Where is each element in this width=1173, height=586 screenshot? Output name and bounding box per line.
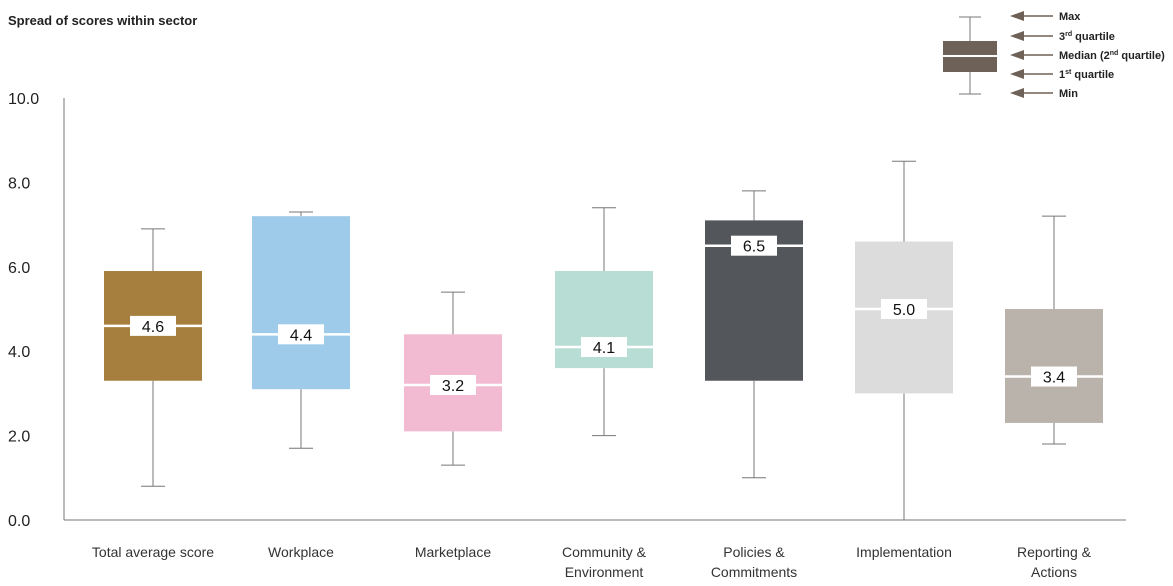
iqr-box <box>252 216 350 390</box>
category-label: Workplace <box>268 544 334 560</box>
box-group: 4.4 <box>252 211 350 449</box>
median-label-bg <box>881 299 927 319</box>
category-label: Implementation <box>856 544 952 560</box>
category-label: Total average score <box>92 544 214 560</box>
median-label: 3.4 <box>1043 370 1065 387</box>
median-label-bg <box>731 235 777 256</box>
legend-text: Max <box>1059 11 1081 23</box>
median-label-bg <box>1031 366 1077 387</box>
box-group: 5.0 <box>855 160 953 521</box>
box-group: 6.5 <box>705 190 803 479</box>
y-tick-label: 10.0 <box>8 91 39 108</box>
legend: Max 3rd quartile Median (2nd quartile) 1st … <box>943 11 1165 100</box>
category-label: Policies & <box>723 544 785 560</box>
median-label-bg <box>581 336 627 357</box>
median-label: 4.4 <box>290 327 312 344</box>
median-label: 6.5 <box>743 239 765 256</box>
category-label: Marketplace <box>415 544 491 560</box>
category-label: Reporting & <box>1017 544 1092 560</box>
median-label-bg <box>430 374 476 395</box>
y-tick-label: 4.0 <box>8 344 30 361</box>
legend-text: 3rd quartile <box>1059 31 1115 43</box>
y-tick-label: 2.0 <box>8 429 30 446</box>
median-label: 5.0 <box>893 302 915 319</box>
legend-text: 1st quartile <box>1059 69 1114 81</box>
legend-text: Median (2nd quartile) <box>1059 50 1165 62</box>
legend-arrow-head <box>1010 88 1024 98</box>
iqr-box <box>1005 309 1103 423</box>
category-label: Environment <box>565 564 644 580</box>
category-label: Community & <box>562 544 647 560</box>
y-tick-label: 6.0 <box>8 260 30 277</box>
median-label: 3.2 <box>442 378 464 395</box>
box-group: 3.4 <box>1005 215 1103 445</box>
box-group: 3.2 <box>404 291 502 466</box>
legend-arrow-head <box>1010 69 1024 79</box>
median-label: 4.6 <box>142 319 164 336</box>
legend-arrow-head <box>1010 31 1024 41</box>
median-label-bg <box>278 324 324 345</box>
y-tick-label: 8.0 <box>8 175 30 192</box>
box-group: 4.1 <box>555 207 653 437</box>
y-tick-label: 0.0 <box>8 513 30 530</box>
category-label: Commitments <box>711 564 797 580</box>
legend-arrow-head <box>1010 11 1024 21</box>
legend-arrow-head <box>1010 50 1024 60</box>
legend-text: Min <box>1059 88 1078 100</box>
median-label-bg <box>130 315 176 336</box>
box-group: 4.6 <box>104 228 202 487</box>
chart-title: Spread of scores within sector <box>8 13 198 28</box>
category-label: Actions <box>1031 564 1077 580</box>
median-label: 4.1 <box>593 340 615 357</box>
